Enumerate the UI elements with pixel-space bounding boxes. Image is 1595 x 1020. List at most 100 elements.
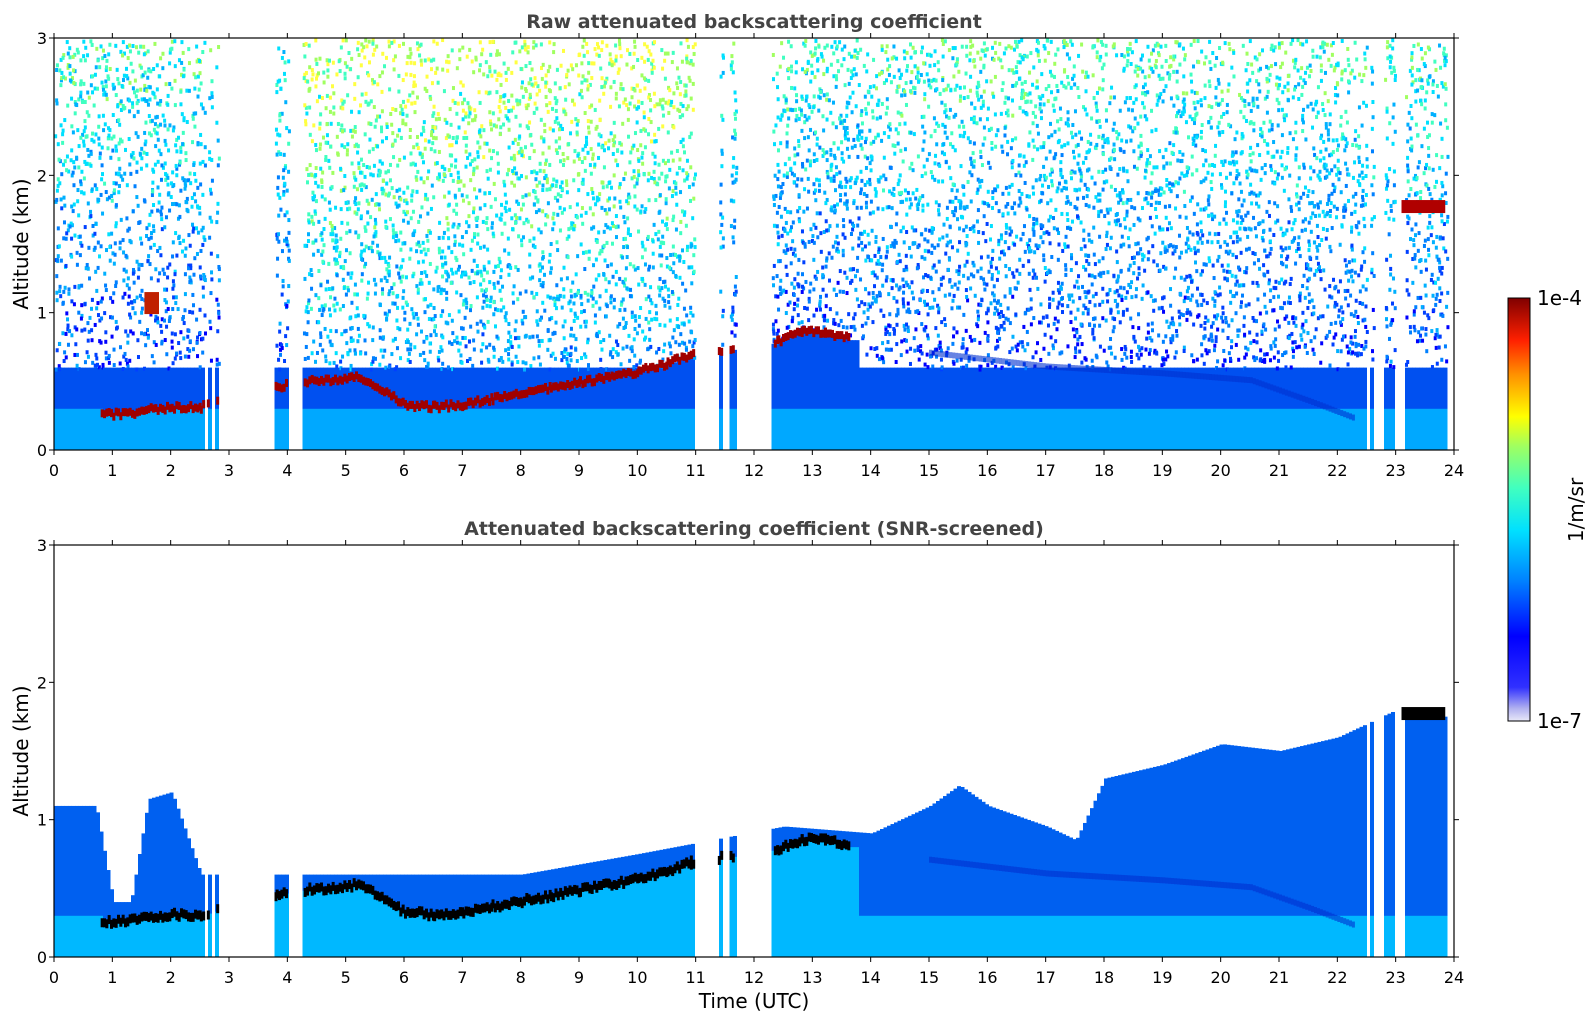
noise-speckle — [55, 290, 59, 295]
near-surface-layer — [159, 410, 163, 450]
noise-speckle — [469, 247, 473, 252]
noise-speckle — [491, 149, 495, 154]
noise-speckle — [650, 175, 654, 180]
noise-speckle — [145, 233, 149, 238]
near-surface-layer — [411, 408, 415, 450]
noise-speckle — [777, 169, 781, 174]
aerosol-column — [691, 356, 695, 450]
noise-speckle — [605, 240, 609, 245]
noise-speckle — [73, 165, 77, 170]
noise-speckle — [574, 272, 578, 277]
noise-speckle — [898, 76, 902, 81]
noise-speckle — [375, 202, 379, 207]
noise-speckle — [387, 292, 391, 297]
noise-speckle — [680, 340, 684, 345]
noise-speckle — [105, 197, 109, 202]
noise-speckle — [869, 168, 873, 173]
noise-speckle — [393, 301, 397, 306]
noise-speckle — [468, 162, 472, 167]
noise-speckle — [630, 310, 634, 315]
noise-speckle — [153, 41, 157, 46]
noise-speckle — [188, 243, 192, 248]
noise-speckle — [689, 131, 693, 136]
noise-speckle — [365, 44, 369, 49]
noise-speckle — [545, 177, 549, 182]
noise-speckle — [323, 197, 327, 202]
noise-speckle — [661, 106, 665, 111]
noise-speckle — [140, 297, 144, 302]
noise-speckle — [519, 207, 523, 212]
noise-speckle — [517, 335, 521, 340]
noise-speckle — [518, 101, 522, 106]
noise-speckle — [60, 206, 64, 211]
noise-speckle — [795, 93, 799, 98]
noise-speckle — [619, 362, 623, 367]
noise-speckle — [537, 227, 541, 232]
noise-speckle — [663, 303, 667, 308]
noise-speckle — [385, 267, 389, 272]
noise-speckle — [403, 310, 407, 315]
noise-speckle — [589, 293, 593, 298]
noise-speckle — [73, 99, 77, 104]
noise-speckle — [135, 295, 139, 300]
noise-speckle — [453, 100, 457, 105]
noise-speckle — [553, 356, 557, 361]
noise-speckle — [920, 45, 924, 50]
noise-speckle — [832, 174, 836, 179]
noise-speckle — [778, 259, 782, 264]
noise-speckle — [94, 132, 98, 137]
noise-speckle — [583, 290, 587, 295]
noise-speckle — [277, 46, 281, 51]
noise-speckle — [805, 67, 809, 72]
noise-speckle — [95, 46, 99, 51]
near-surface-layer — [890, 408, 895, 450]
noise-speckle — [608, 52, 612, 57]
noise-speckle — [140, 241, 144, 246]
aerosol-column — [848, 340, 853, 450]
noise-speckle — [287, 218, 291, 223]
noise-speckle — [627, 134, 631, 139]
noise-speckle — [461, 83, 465, 88]
noise-speckle — [679, 219, 683, 224]
noise-speckle — [504, 105, 508, 110]
aerosol-column — [827, 334, 832, 450]
noise-speckle — [353, 210, 357, 215]
noise-speckle — [470, 59, 474, 64]
noise-speckle — [518, 150, 522, 155]
noise-speckle — [900, 113, 904, 118]
noise-speckle — [671, 244, 675, 249]
noise-speckle — [730, 317, 734, 322]
noise-speckle — [145, 99, 149, 104]
noise-speckle — [640, 204, 644, 209]
noise-speckle — [546, 328, 550, 333]
noise-speckle — [185, 207, 189, 212]
noise-speckle — [682, 259, 686, 264]
noise-speckle — [867, 302, 871, 307]
noise-speckle — [401, 241, 405, 246]
noise-speckle — [171, 184, 175, 189]
noise-speckle — [780, 41, 784, 46]
noise-speckle — [524, 193, 528, 198]
noise-speckle — [455, 258, 459, 263]
noise-speckle — [482, 278, 486, 283]
noise-speckle — [445, 290, 449, 295]
noise-speckle — [491, 231, 495, 236]
noise-speckle — [377, 252, 381, 257]
noise-speckle — [82, 176, 86, 181]
noise-speckle — [544, 161, 548, 166]
noise-speckle — [666, 130, 670, 135]
noise-speckle — [437, 246, 441, 251]
noise-speckle — [142, 97, 146, 102]
noise-speckle — [790, 319, 794, 324]
noise-speckle — [168, 262, 172, 267]
noise-speckle — [809, 127, 813, 132]
noise-speckle — [675, 148, 679, 153]
noise-speckle — [199, 182, 203, 187]
noise-speckle — [82, 191, 86, 196]
noise-speckle — [582, 309, 586, 314]
noise-speckle — [400, 107, 404, 112]
noise-speckle — [904, 280, 908, 285]
noise-speckle — [583, 156, 587, 161]
near-surface-layer — [869, 408, 874, 450]
noise-speckle — [465, 194, 469, 199]
